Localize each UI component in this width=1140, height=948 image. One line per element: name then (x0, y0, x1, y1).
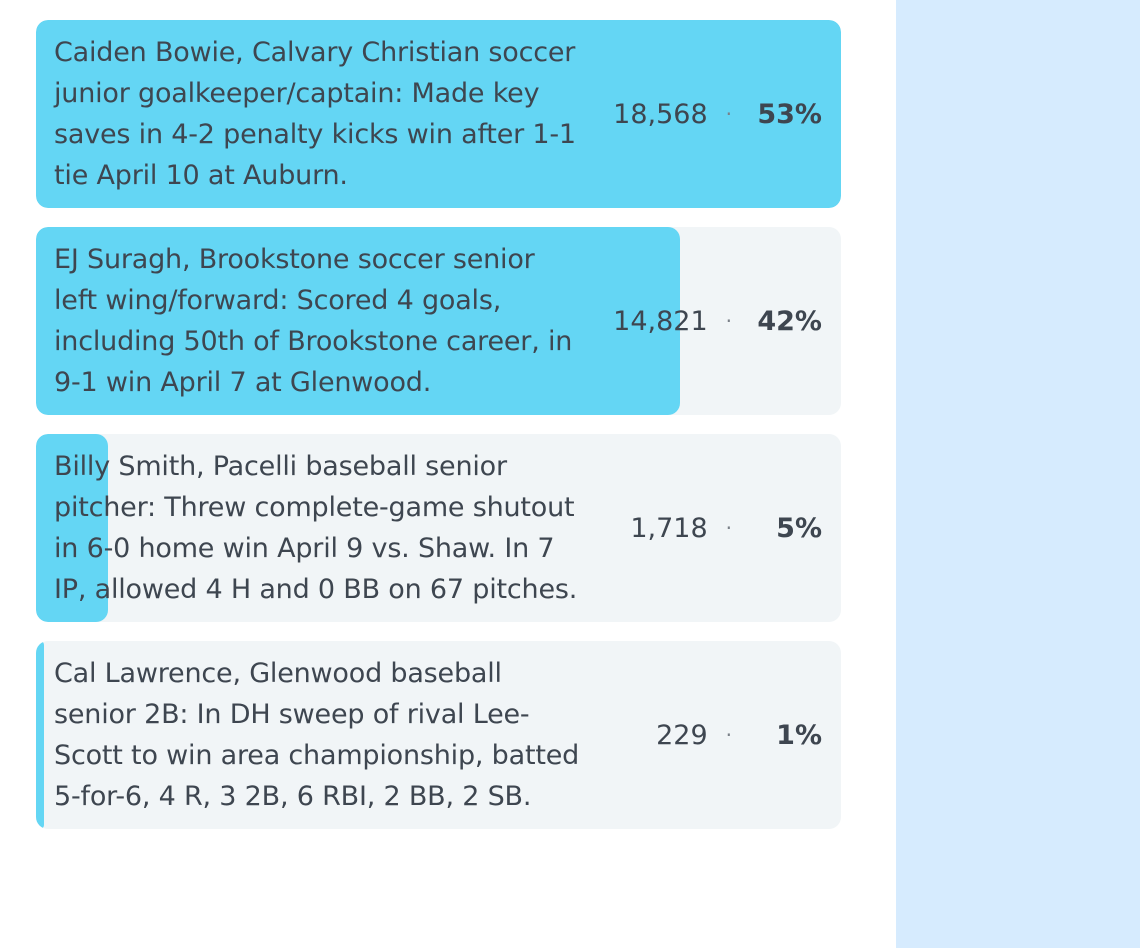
vote-count: 1,718 (630, 512, 708, 544)
vote-percent: 42% (757, 305, 822, 337)
side-panel (896, 0, 1140, 948)
poll-results: Caiden Bowie, Calvary Christian soccer j… (36, 20, 841, 848)
vote-share-bar (36, 641, 45, 829)
vote-percent: 53% (757, 98, 822, 130)
poll-option[interactable]: Caiden Bowie, Calvary Christian soccer j… (36, 20, 841, 208)
vote-count: 14,821 (613, 305, 708, 337)
separator-dot: · (725, 516, 732, 540)
vote-share-bar (36, 434, 109, 622)
vote-count: 18,568 (613, 98, 708, 130)
separator-dot: · (725, 309, 732, 333)
vote-share-bar (36, 20, 841, 208)
poll-option[interactable]: Billy Smith, Pacelli baseball senior pit… (36, 434, 841, 622)
vote-count: 229 (656, 719, 708, 751)
option-label: EJ Suragh, Brookstone soccer senior left… (54, 244, 573, 398)
vote-share-bar (36, 227, 680, 415)
option-label: Cal Lawrence, Glenwood baseball senior 2… (54, 658, 580, 812)
poll-option[interactable]: EJ Suragh, Brookstone soccer senior left… (36, 227, 841, 415)
vote-percent: 1% (776, 719, 822, 751)
vote-percent: 5% (776, 512, 822, 544)
option-label: Billy Smith, Pacelli baseball senior pit… (54, 451, 578, 605)
poll-option[interactable]: Cal Lawrence, Glenwood baseball senior 2… (36, 641, 841, 829)
separator-dot: · (725, 102, 732, 126)
option-label: Caiden Bowie, Calvary Christian soccer j… (54, 37, 576, 191)
separator-dot: · (725, 723, 732, 747)
